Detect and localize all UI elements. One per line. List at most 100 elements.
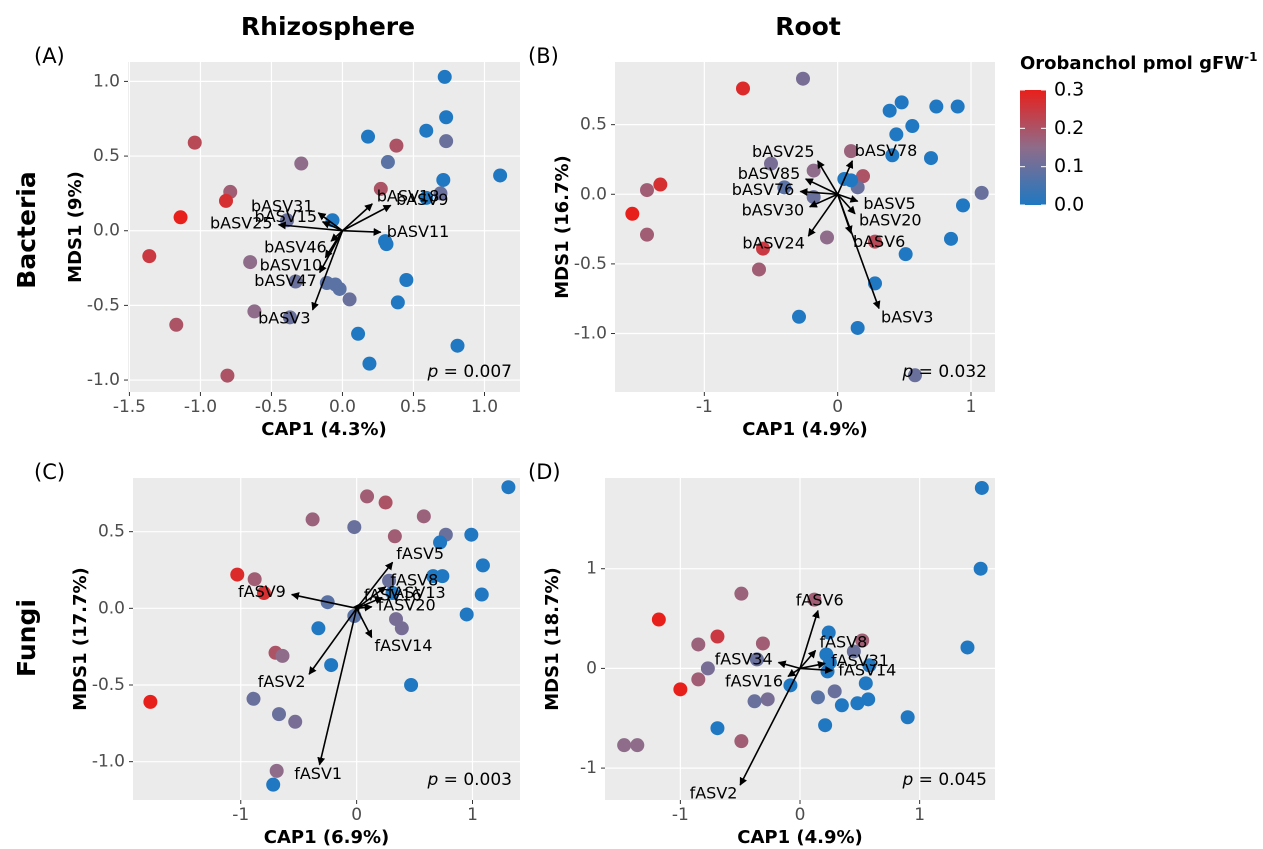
point bbox=[378, 495, 393, 510]
point bbox=[419, 190, 434, 205]
point bbox=[288, 714, 303, 729]
colorbar-tick-label: 0.2 bbox=[1054, 117, 1084, 139]
point bbox=[433, 186, 448, 201]
point bbox=[894, 95, 909, 110]
x-axis-label: CAP1 (6.9%) bbox=[264, 827, 390, 848]
colorbar-tick-label: 0.1 bbox=[1054, 155, 1084, 177]
point bbox=[311, 621, 326, 636]
panel-label: (A) bbox=[34, 44, 65, 68]
y-axis-label: MDS1 (18.7%) bbox=[542, 567, 563, 711]
point bbox=[373, 181, 388, 196]
point bbox=[905, 119, 920, 134]
loading-arrow bbox=[342, 204, 392, 232]
y-tick-label: -0.5 bbox=[574, 254, 607, 274]
point bbox=[960, 640, 975, 655]
loading-arrow bbox=[290, 592, 357, 610]
x-tick-label: -0.5 bbox=[255, 397, 288, 417]
p-text: = 0.007 bbox=[438, 362, 512, 382]
point bbox=[382, 573, 397, 588]
point bbox=[347, 520, 362, 535]
point bbox=[275, 648, 290, 663]
point bbox=[651, 612, 666, 627]
arrow-label: fASV8 bbox=[819, 632, 867, 651]
point bbox=[734, 586, 749, 601]
point bbox=[436, 172, 451, 187]
point bbox=[827, 684, 842, 699]
arrow-label: bASV6 bbox=[853, 232, 905, 251]
arrow-label: bASV46 bbox=[264, 237, 327, 256]
row-title: Bacteria bbox=[12, 171, 41, 288]
point bbox=[756, 241, 770, 256]
point bbox=[246, 691, 261, 706]
point bbox=[820, 230, 834, 245]
point bbox=[142, 249, 157, 264]
loading-arrow bbox=[277, 221, 343, 232]
loading-arrow bbox=[836, 160, 854, 195]
x-axis-label: CAP1 (4.9%) bbox=[742, 419, 868, 440]
point bbox=[404, 678, 419, 692]
point bbox=[974, 185, 989, 200]
point bbox=[394, 621, 409, 636]
point bbox=[974, 480, 989, 495]
point bbox=[230, 567, 245, 582]
plot-background bbox=[615, 62, 995, 392]
x-tick-label: 0 bbox=[351, 805, 362, 825]
point bbox=[389, 138, 404, 153]
panel-label: (C) bbox=[34, 460, 65, 484]
point bbox=[856, 169, 870, 184]
point bbox=[747, 694, 762, 709]
point bbox=[850, 320, 865, 335]
point bbox=[266, 777, 281, 792]
loading-arrow bbox=[807, 193, 839, 237]
loading-arrow bbox=[799, 665, 834, 674]
point bbox=[625, 206, 640, 221]
colorbar-title: Orobanchol pmol gFW-1 bbox=[1020, 50, 1258, 75]
colorbar-title-superscript: -1 bbox=[1244, 50, 1257, 64]
y-axis-label: MDS1 (9%) bbox=[65, 171, 86, 283]
point bbox=[435, 569, 450, 584]
p-text: = 0.003 bbox=[438, 770, 512, 790]
loading-arrow bbox=[356, 596, 383, 610]
arrow-label: fASV2 bbox=[258, 672, 306, 691]
loading-arrow bbox=[319, 230, 344, 274]
loading-arrow bbox=[739, 668, 801, 786]
point bbox=[450, 338, 465, 353]
point bbox=[755, 636, 770, 651]
arrow-label: bASV76 bbox=[732, 180, 795, 199]
arrow-label: fASV2 bbox=[690, 783, 738, 802]
point bbox=[710, 629, 725, 644]
x-tick-label: -1.0 bbox=[184, 397, 217, 417]
arrow-label: fASV34 bbox=[715, 649, 773, 668]
y-tick-label: -1.0 bbox=[92, 752, 125, 772]
loading-arrow bbox=[341, 203, 373, 232]
point bbox=[924, 151, 938, 166]
point bbox=[360, 489, 375, 504]
point bbox=[846, 644, 861, 659]
x-tick-label: 1 bbox=[467, 805, 478, 825]
column-title: Rhizosphere bbox=[241, 12, 415, 41]
point bbox=[282, 310, 297, 325]
point bbox=[764, 156, 778, 171]
row-title: Fungi bbox=[12, 599, 41, 677]
y-tick-label: 1.0 bbox=[93, 71, 120, 91]
point bbox=[882, 103, 897, 118]
point bbox=[807, 592, 822, 607]
loading-arrow bbox=[808, 193, 838, 208]
point bbox=[362, 356, 377, 371]
y-tick-label: -0.5 bbox=[87, 295, 120, 315]
point bbox=[673, 682, 688, 697]
arrow-label: bASV9 bbox=[396, 190, 448, 209]
x-tick-label: -1 bbox=[696, 397, 713, 417]
p-value: p = 0.032 bbox=[901, 362, 987, 382]
point bbox=[889, 127, 904, 142]
loading-arrow bbox=[799, 649, 817, 669]
point bbox=[868, 234, 882, 249]
point bbox=[861, 692, 876, 707]
point bbox=[399, 273, 414, 288]
p-symbol: p bbox=[426, 770, 438, 790]
arrow-label: fASV6 bbox=[796, 591, 844, 610]
column-title: Root bbox=[775, 12, 841, 41]
point bbox=[862, 658, 877, 673]
